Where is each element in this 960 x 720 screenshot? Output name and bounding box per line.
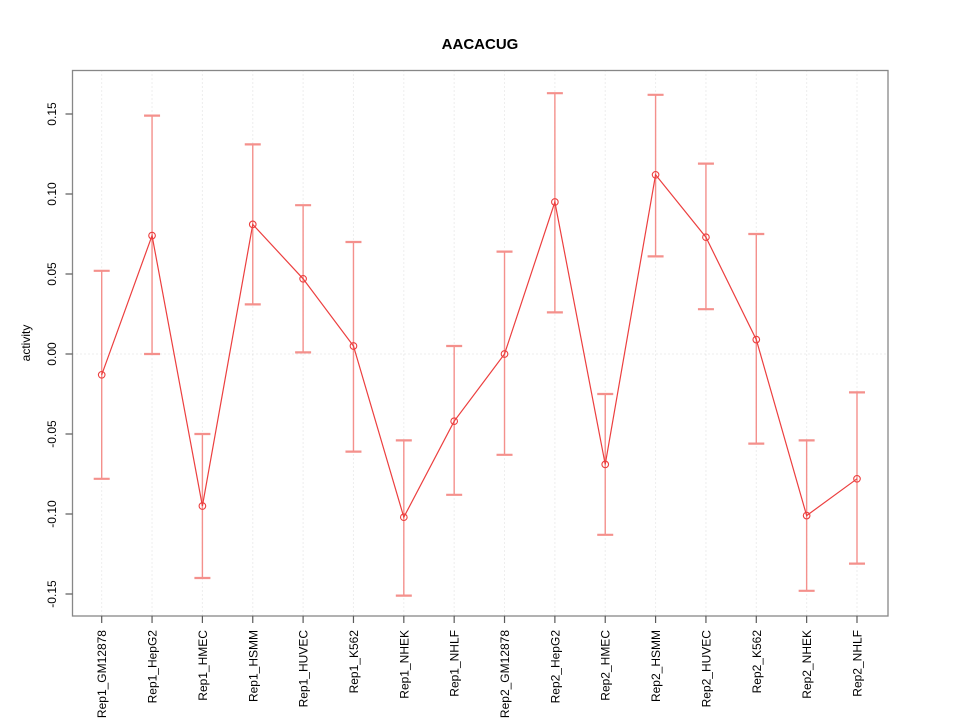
data-point [299, 274, 307, 283]
x-tick-label: Rep2_K562 [750, 630, 764, 694]
series-line [101, 173, 858, 519]
x-tick-label: Rep2_HepG2 [548, 630, 562, 704]
data-point [752, 335, 761, 344]
y-tick-label: 0.10 [45, 182, 59, 206]
y-tick-label: -0.15 [45, 580, 59, 608]
y-tick-label: 0.15 [45, 102, 59, 126]
x-tick-label: Rep1_HMEC [196, 630, 210, 701]
x-tick-label: Rep2_GM12878 [498, 630, 512, 718]
x-tick-label: Rep1_HSMM [246, 630, 260, 702]
x-tick-label: Rep1_GM12878 [95, 630, 109, 718]
x-tick-label: Rep2_HMEC [599, 630, 613, 701]
chart-title: AACACUG [442, 36, 519, 53]
x-tick-label: Rep2_HSMM [649, 630, 663, 702]
data-point [148, 231, 156, 240]
plot-border [71, 69, 889, 617]
data-point [399, 513, 408, 522]
data-point [248, 220, 257, 229]
data-point [97, 370, 106, 379]
x-tick-label: Rep1_K562 [347, 630, 361, 694]
x-tick-label: Rep1_NHLF [448, 630, 462, 697]
x-tick-label: Rep2_NHEK [800, 630, 814, 699]
y-axis-label: activity [19, 325, 33, 362]
data-point [551, 198, 559, 206]
data-point [802, 511, 811, 520]
data-point [702, 233, 710, 242]
data-point [450, 417, 459, 426]
x-tick-label: Rep2_NHLF [850, 630, 864, 697]
x-tick-label: Rep2_HUVEC [699, 630, 713, 708]
y-tick-label: -0.05 [45, 420, 59, 448]
data-point [853, 474, 861, 483]
data-point [601, 460, 610, 469]
y-tick-label: 0.05 [45, 262, 59, 286]
data-point [349, 342, 358, 350]
plot-layers: 0.15 0.10 0.05 0.00 -0.05 -0.10 -0.15 Rep1_GM12… [45, 69, 889, 718]
y-tick-label: -0.10 [45, 500, 59, 528]
x-tick-label: Rep1_HUVEC [297, 630, 311, 708]
x-tick-label: Rep1_NHEK [397, 630, 411, 699]
x-tick-label: Rep1_HepG2 [146, 630, 160, 704]
data-point [651, 170, 660, 179]
data-point [500, 350, 509, 358]
y-tick-label: 0.00 [45, 342, 59, 366]
data-point [198, 502, 207, 510]
